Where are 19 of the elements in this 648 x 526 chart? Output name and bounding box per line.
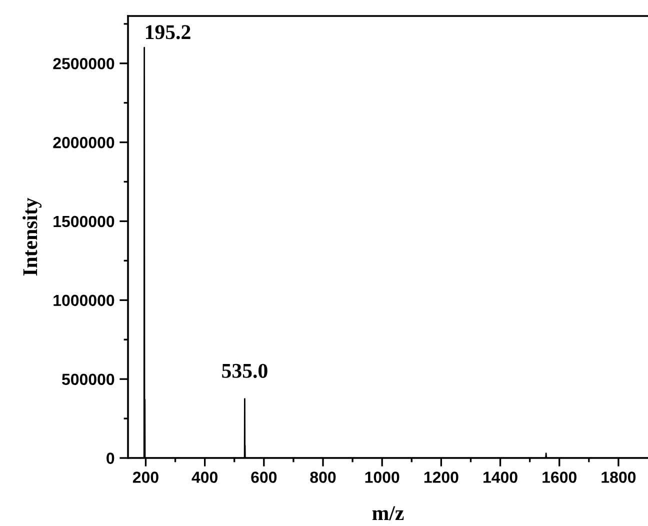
x-tick-label: 800 bbox=[310, 472, 336, 483]
x-tick-label: 1600 bbox=[542, 472, 576, 483]
y-tick-label: 1500000 bbox=[54, 216, 114, 228]
x-tick-label: 600 bbox=[251, 472, 277, 483]
x-axis-title: m/z bbox=[372, 506, 404, 520]
annotation: 195.2 bbox=[146, 25, 190, 40]
y-tick-label: 0 bbox=[106, 452, 114, 464]
y-axis-title: Intensity bbox=[22, 198, 42, 276]
y-tick-label: 500000 bbox=[62, 374, 114, 386]
x-tick-label: 1200 bbox=[424, 472, 458, 483]
y-tick-label: 2000000 bbox=[53, 136, 114, 148]
x-tick-label: 1000 bbox=[365, 472, 400, 483]
x-tick-label: 1400 bbox=[484, 472, 518, 483]
annotation: 535.0 bbox=[222, 364, 268, 378]
y-tick-label: 1000000 bbox=[54, 294, 114, 306]
y-tick-label: 2500000 bbox=[53, 58, 114, 70]
x-tick-label: 400 bbox=[192, 472, 218, 483]
x-tick-label: 1800 bbox=[602, 472, 636, 483]
x-tick-label: 200 bbox=[132, 472, 158, 483]
